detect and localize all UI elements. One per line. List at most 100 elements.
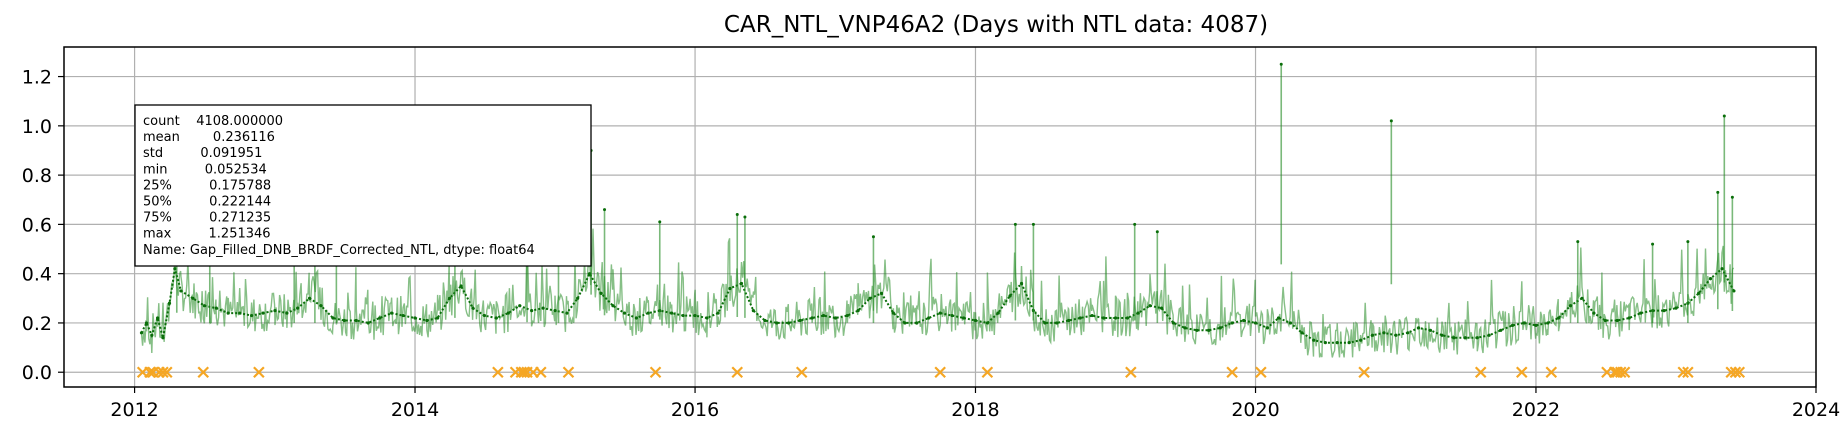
series-point [1020,282,1023,285]
series-point [483,314,486,317]
series-point [1522,321,1525,324]
series-point [1476,336,1479,339]
series-point [1662,309,1665,312]
series-point [1731,196,1734,199]
series-point [378,316,381,319]
series-point [1394,334,1397,337]
series-point [1511,324,1514,327]
x-tick-label: 2016 [671,399,719,421]
series-point [273,309,276,312]
series-point [693,314,696,317]
y-tick-label: 0.4 [22,264,52,286]
series-point [682,314,685,317]
series-point [834,316,837,319]
y-axis-ticks: 0.00.20.40.60.81.01.2 [22,67,64,385]
series-point [1008,294,1011,297]
series-point [1723,114,1726,117]
series-point [728,287,731,290]
series-point [623,311,626,314]
series-point [799,319,802,322]
series-point [518,304,521,307]
stats-line: std 0.091951 [143,146,262,161]
series-point [156,316,159,319]
series-point [150,334,153,337]
x-tick-label: 2014 [391,399,439,421]
series-point [319,304,322,307]
series-point [743,216,746,219]
series-point [355,319,358,322]
series-point [810,316,813,319]
series-point [296,307,299,310]
series-point [1382,331,1385,334]
series-point [822,314,825,317]
series-point [1126,316,1129,319]
series-point [787,321,790,324]
series-point [1639,311,1642,314]
stats-line: min 0.052534 [143,162,267,177]
y-tick-label: 0.0 [22,362,52,384]
stats-line: max 1.251346 [143,227,271,242]
series-point [1390,119,1393,122]
series-point [367,321,370,324]
series-point [565,311,568,314]
series-point [775,321,778,324]
series-point [413,316,416,319]
x-tick-label: 2012 [110,399,158,421]
series-point [740,282,743,285]
series-point [1312,339,1315,342]
x-tick-label: 2020 [1231,399,1279,421]
series-point [716,311,719,314]
series-point [1359,339,1362,342]
series-point [611,304,614,307]
series-point [191,297,194,300]
series-point [752,309,755,312]
series-point [530,309,533,312]
series-point [1014,223,1017,226]
series-point [1148,304,1151,307]
series-point [390,311,393,314]
series-point [402,314,405,317]
series-point [495,316,498,319]
stats-line: 50% 0.222144 [143,195,271,210]
series-point [1091,314,1094,317]
series-point [1499,329,1502,332]
series-point [542,307,545,310]
series-point [1336,341,1339,344]
series-point [763,319,766,322]
series-point [227,311,230,314]
series-point [1628,316,1631,319]
series-point [145,321,148,324]
series-point [950,314,953,317]
series-point [1231,321,1234,324]
series-point [1172,321,1175,324]
series-point [1616,319,1619,322]
series-point [308,297,311,300]
series-point [215,307,218,310]
stats-line: 25% 0.175788 [143,178,271,193]
series-point [168,302,171,305]
series-point [285,311,288,314]
series-point [1160,307,1163,310]
series-point [1371,334,1374,337]
series-point [868,297,871,300]
series-point [436,316,439,319]
series-point [261,311,264,314]
series-point [1133,223,1136,226]
series-point [1576,240,1579,243]
series-point [1348,341,1351,344]
series-point [1156,230,1159,233]
series-point [1254,321,1257,324]
stats-line: mean 0.236116 [143,130,275,145]
series-point [1452,336,1455,339]
series-point [705,316,708,319]
series-point [576,297,579,300]
series-point [1546,321,1549,324]
series-point [250,314,253,317]
series-point [1183,326,1186,329]
series-point [856,309,859,312]
series-point [635,316,638,319]
series-point [903,321,906,324]
y-tick-label: 1.2 [22,67,52,89]
